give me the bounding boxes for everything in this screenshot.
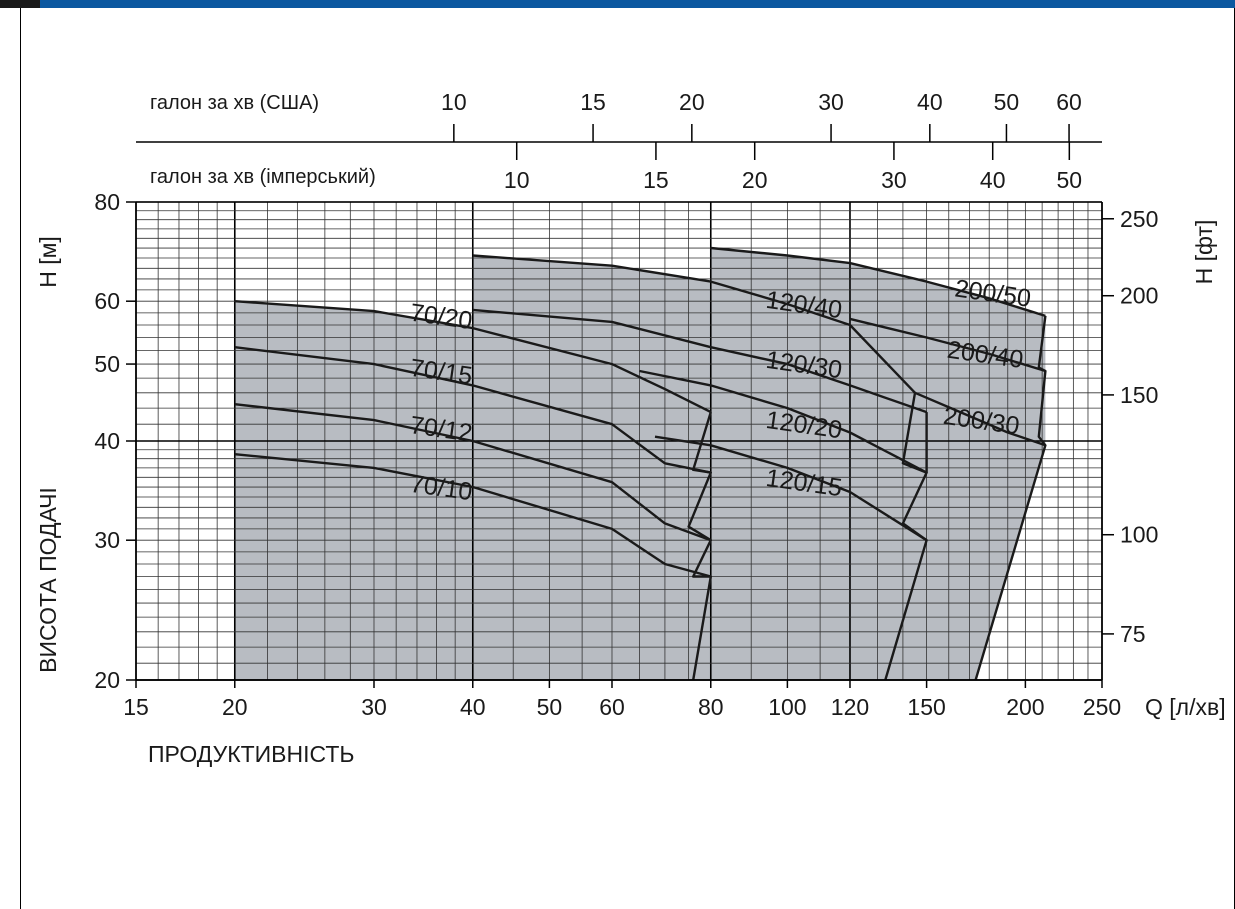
y-tick-label-right: 75: [1120, 621, 1146, 647]
curve-70-10: [234, 453, 712, 578]
y-tick-label: 80: [94, 189, 120, 215]
us-gallon-tick-label: 10: [441, 89, 467, 115]
y-tick-label-right: 250: [1120, 206, 1158, 232]
x-tick-label: 50: [537, 694, 563, 720]
limit-line: [884, 392, 928, 681]
curve-120-30: [472, 308, 927, 414]
x-tick-label: 60: [599, 694, 625, 720]
curve-70-20: [234, 300, 712, 414]
curve-200-30: [914, 391, 1046, 447]
curve-200-40: [849, 317, 1046, 373]
curve-120-15: [654, 435, 928, 542]
us-gallon-tick-label: 15: [580, 89, 606, 115]
imperial-gallon-tick-label: 10: [504, 167, 530, 193]
header-bar: [0, 0, 1235, 8]
curve-70-12: [234, 403, 712, 542]
limit-line: [974, 315, 1047, 681]
x-axis-label: ПРОДУКТИВНІСТЬ: [148, 741, 355, 767]
y-tick-label-right: 200: [1120, 283, 1158, 309]
y-tick-label-right: 100: [1120, 522, 1158, 548]
y-tick-label: 20: [94, 667, 120, 693]
y-tick-label: 60: [94, 288, 120, 314]
imperial-gallon-tick-label: 15: [643, 167, 669, 193]
axes: [126, 124, 1114, 688]
us-gallon-tick-label: 50: [994, 89, 1020, 115]
x-unit-label: Q [л/хв]: [1145, 694, 1226, 720]
us-gallon-tick-label: 60: [1056, 89, 1082, 115]
y-tick-label-right: 150: [1120, 382, 1158, 408]
x-tick-label: 150: [907, 694, 945, 720]
field-200: [710, 248, 1046, 680]
x-tick-label: 200: [1006, 694, 1044, 720]
imperial-gallon-tick-label: 20: [742, 167, 768, 193]
us-gallon-tick-label: 40: [917, 89, 943, 115]
curve-120-40: [472, 254, 916, 394]
imperial-gallon-tick-label: 30: [881, 167, 907, 193]
curve-70-15: [234, 346, 712, 474]
imperial-gallon-tick-label: 50: [1057, 167, 1083, 193]
y-unit-label-right: H [фт]: [1191, 220, 1217, 285]
curves: [234, 246, 1047, 681]
y-tick-label: 30: [94, 527, 120, 553]
imperial-gallon-axis-label: галон за хв (імперський): [150, 166, 376, 188]
limit-line: [687, 411, 712, 681]
curve-120-20: [639, 369, 928, 474]
imperial-gallon-tick-label: 40: [980, 167, 1006, 193]
us-gallon-tick-label: 20: [679, 89, 705, 115]
x-tick-label: 120: [831, 694, 869, 720]
y-tick-label: 40: [94, 428, 120, 454]
curve-200-50: [710, 246, 1046, 318]
x-tick-label: 40: [460, 694, 486, 720]
y-axis-label: ВИСОТА ПОДАЧІ: [35, 487, 61, 673]
header-bar-accent: [0, 0, 40, 8]
us-gallon-tick-label: 30: [818, 89, 844, 115]
x-tick-label: 15: [123, 694, 149, 720]
x-tick-label: 30: [361, 694, 387, 720]
x-tick-label: 250: [1083, 694, 1121, 720]
us-gallon-axis-label: галон за хв (США): [150, 92, 319, 114]
x-tick-label: 20: [222, 694, 248, 720]
x-tick-label: 100: [768, 694, 806, 720]
y-unit-label-left: H [м]: [35, 236, 61, 288]
x-tick-label: 80: [698, 694, 724, 720]
y-tick-label: 50: [94, 351, 120, 377]
